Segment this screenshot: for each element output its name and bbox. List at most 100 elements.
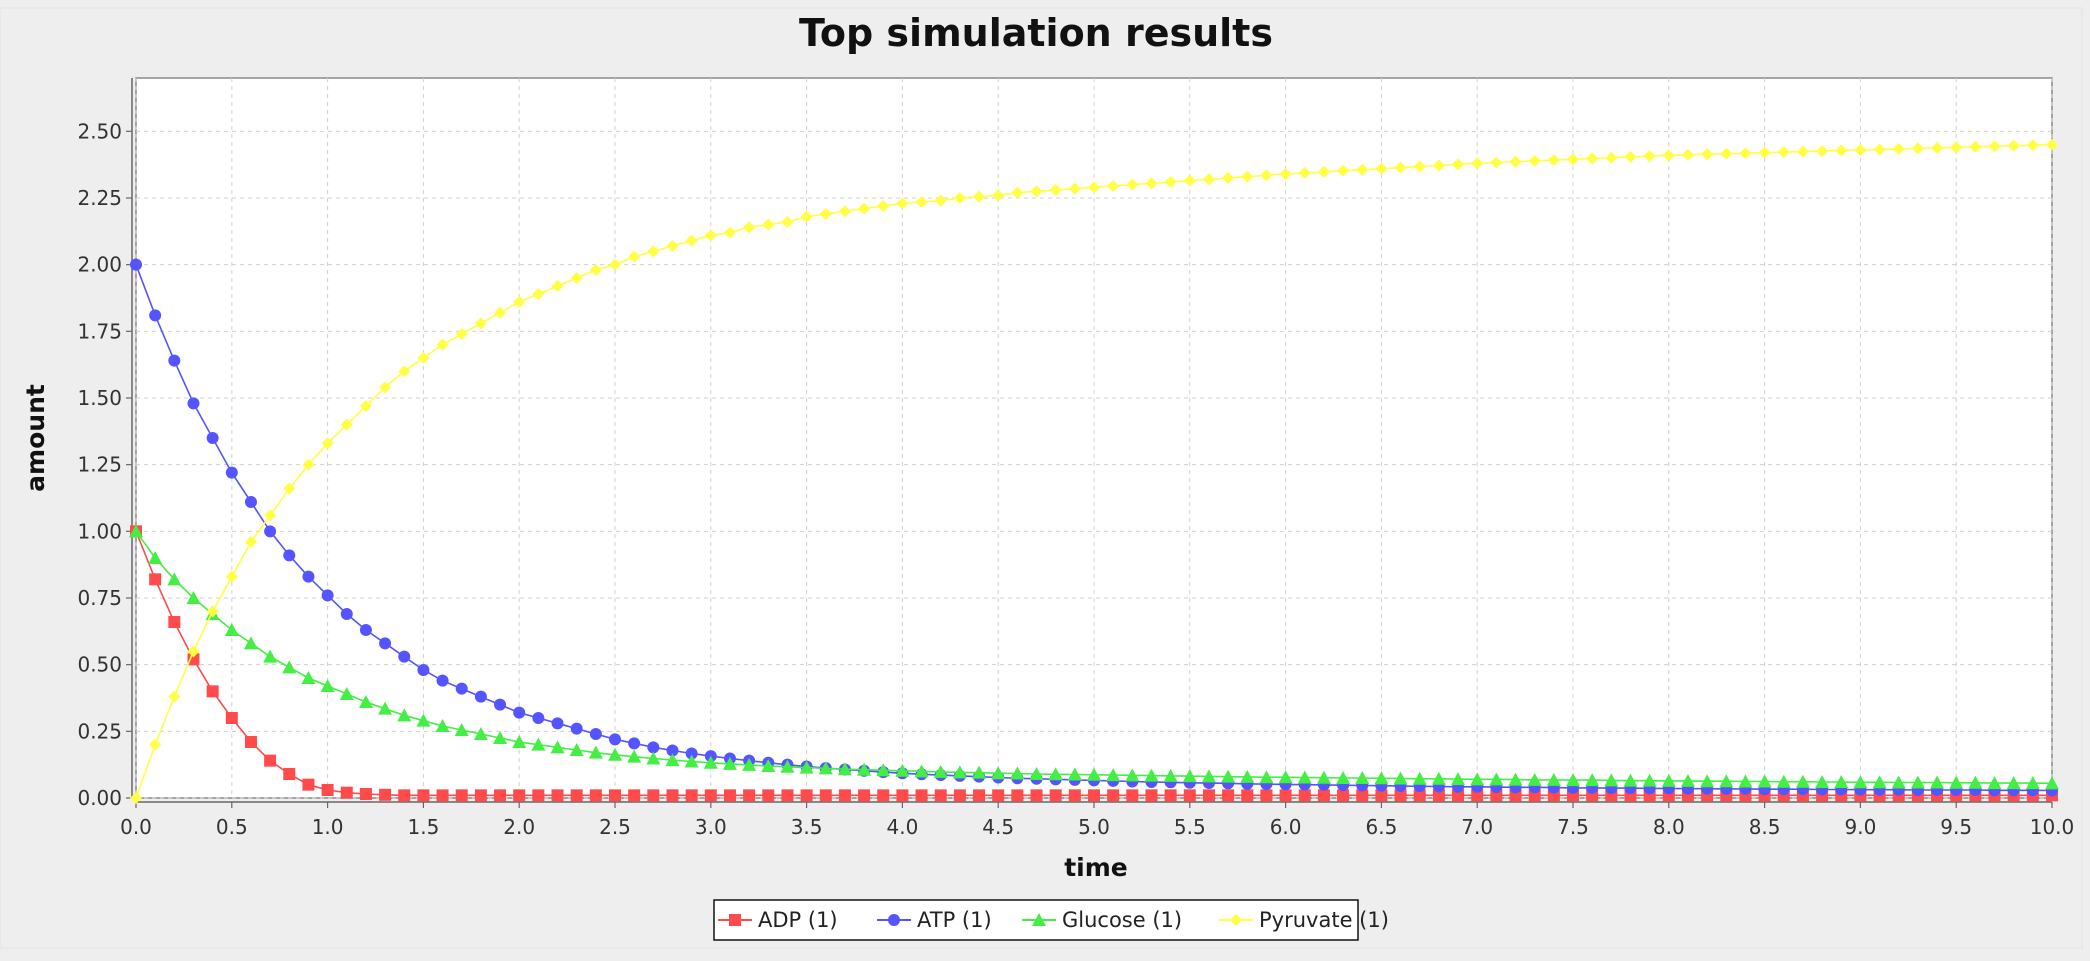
data-point-pyruvate-1 [168,690,181,703]
data-point-adp-1 [149,573,162,586]
data-point-atp-1 [417,664,430,676]
data-point-adp-1 [915,789,928,802]
data-point-atp-1 [494,698,507,711]
data-point-pyruvate-1 [1547,154,1560,167]
data-point-glucose-1 [1393,771,1408,785]
data-point-pyruvate-1 [1413,160,1426,173]
data-point-pyruvate-1 [1931,141,1944,154]
data-point-pyruvate-1 [225,570,238,583]
data-point-atp-1 [666,744,679,757]
data-point-pyruvate-1 [934,194,947,207]
data-point-atp-1 [283,549,296,562]
data-point-adp-1 [551,789,564,802]
x-tick-label: 3.0 [695,815,727,839]
x-tick-label: 6.5 [1365,815,1397,839]
data-point-adp-1 [417,789,430,802]
data-point-glucose-1 [1585,773,1600,787]
data-point-pyruvate-1 [647,245,660,258]
x-tick-label: 9.0 [1844,815,1876,839]
data-point-adp-1 [628,789,641,802]
data-point-atp-1 [532,712,545,724]
data-point-pyruvate-1 [1643,150,1656,163]
data-point-pyruvate-1 [1950,141,1963,154]
data-point-atp-1 [513,706,526,719]
y-axis-title: amount [21,384,50,492]
data-point-adp-1 [781,789,794,802]
data-point-glucose-1 [742,757,757,771]
data-point-atp-1 [628,737,641,750]
data-point-glucose-1 [1527,772,1542,786]
y-tick-label: 2.00 [77,253,122,277]
data-point-pyruvate-1 [1107,180,1120,192]
data-point-pyruvate-1 [1260,169,1273,182]
x-tick-label: 3.5 [791,815,823,839]
series-glucose-1 [129,524,2059,790]
data-point-pyruvate-1 [685,234,698,247]
data-point-pyruvate-1 [1758,146,1771,159]
data-point-atp-1 [359,624,372,636]
data-point-glucose-1 [1546,772,1561,786]
data-point-adp-1 [1452,789,1465,802]
x-axis-title: time [1064,853,1128,882]
data-point-pyruvate-1 [1892,142,1905,155]
data-point-adp-1 [1337,789,1350,802]
data-point-adp-1 [973,789,986,802]
data-point-glucose-1 [1201,769,1216,783]
data-point-pyruvate-1 [1835,144,1848,157]
data-point-adp-1 [359,788,372,800]
data-point-glucose-1 [1853,775,1868,789]
data-point-atp-1 [130,258,142,271]
data-point-glucose-1 [1087,767,1101,781]
y-tick-label: 1.25 [77,453,122,477]
data-point-pyruvate-1 [896,197,909,210]
data-point-glucose-1 [378,701,393,715]
data-point-adp-1 [264,754,277,767]
data-point-glucose-1 [837,762,852,776]
data-point-adp-1 [225,712,238,724]
data-point-atp-1 [474,690,487,703]
data-point-adp-1 [1432,789,1445,802]
data-point-glucose-1 [608,747,622,761]
data-point-pyruvate-1 [1681,148,1694,161]
data-point-adp-1 [1202,789,1215,802]
x-tick-label: 5.0 [1078,815,1110,839]
data-point-pyruvate-1 [570,272,583,284]
data-point-adp-1 [1030,789,1043,802]
data-point-pyruvate-1 [1164,176,1177,188]
data-point-pyruvate-1 [1126,178,1139,191]
data-point-glucose-1 [531,737,546,751]
data-point-pyruvate-1 [628,250,641,263]
data-point-glucose-1 [1910,775,1925,789]
data-point-glucose-1 [148,551,163,564]
data-point-glucose-1 [1431,771,1446,785]
y-tick-label: 2.50 [77,119,122,143]
data-point-pyruvate-1 [2026,139,2039,152]
data-point-glucose-1 [129,524,143,538]
data-point-pyruvate-1 [2007,139,2020,152]
data-point-atp-1 [321,589,334,602]
legend: ADP (1) ATP (1) Glucose (1) Pyruvate (1) [713,899,1389,941]
data-point-glucose-1 [2006,776,2021,790]
data-point-atp-1 [225,466,238,479]
data-point-pyruvate-1 [1356,163,1369,176]
data-point-pyruvate-1 [819,208,832,220]
legend-marker-atp-1 [888,914,900,926]
data-point-glucose-1 [2025,776,2040,790]
data-point-glucose-1 [493,731,508,744]
data-point-pyruvate-1 [1490,156,1503,169]
data-point-glucose-1 [224,623,239,636]
data-point-pyruvate-1 [1701,148,1714,161]
data-point-pyruvate-1 [1298,166,1311,179]
data-point-adp-1 [244,736,257,748]
data-point-glucose-1 [646,751,661,765]
data-point-adp-1 [877,789,890,802]
data-point-atp-1 [609,733,621,746]
data-point-pyruvate-1 [838,205,851,218]
data-point-adp-1 [1088,789,1100,802]
x-tick-label: 9.5 [1940,815,1972,839]
x-tick-label: 6.0 [1270,815,1302,839]
data-point-pyruvate-1 [206,605,219,618]
data-point-pyruvate-1 [1317,165,1330,178]
x-tick-label: 2.5 [599,815,631,839]
x-tick-label: 1.0 [312,815,344,839]
